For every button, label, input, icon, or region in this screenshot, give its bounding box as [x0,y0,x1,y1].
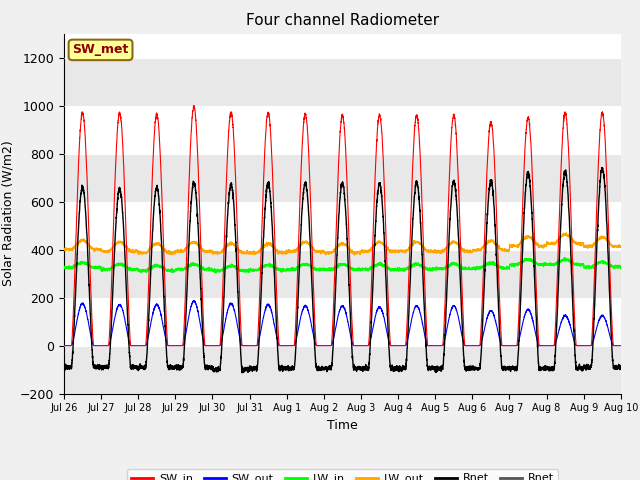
LW_out [60,247,68,253]
SW_in [467,343,475,348]
LW_in [322,266,330,272]
Rnet [467,364,475,370]
LW_in [499,265,507,271]
SW_in [60,343,68,348]
Rnet [60,365,68,371]
SW_in [616,343,624,348]
Text: SW_met: SW_met [72,43,129,56]
LW_out [616,244,624,250]
LW_in [138,270,145,276]
Line: Rnet: Rnet [64,168,621,373]
Bar [64,346,621,394]
SW_in [436,343,444,348]
LW_out [617,244,625,250]
LW_out [467,249,475,255]
Rnet [239,370,246,376]
Line: LW_out: LW_out [64,233,621,255]
LW_out [351,252,358,258]
LW_out [436,248,444,254]
SW_out [436,343,444,348]
Bar [64,250,621,298]
LW_out [563,230,570,236]
SW_out [322,343,330,348]
SW_out [617,343,625,348]
LW_in [616,263,624,269]
Rnet [617,366,625,372]
SW_in [499,343,507,348]
SW_out [60,343,68,348]
SW_out [160,328,168,334]
LW_out [499,247,507,253]
Line: LW_in: LW_in [64,258,621,273]
Rnet [160,299,168,304]
Line: SW_in: SW_in [64,106,621,346]
LW_in [467,266,475,272]
SW_out [467,343,475,348]
SW_out [190,298,198,303]
Rnet [322,365,330,371]
Y-axis label: Solar Radiation (W/m2): Solar Radiation (W/m2) [1,141,14,287]
Legend: SW_in, SW_out, LW_in, LW_out, Rnet, Rnet: SW_in, SW_out, LW_in, LW_out, Rnet, Rnet [127,469,558,480]
Bar [64,58,621,106]
LW_in [617,264,625,269]
Title: Four channel Radiometer: Four channel Radiometer [246,13,439,28]
SW_in [322,343,330,348]
SW_out [499,343,507,348]
LW_out [322,250,330,255]
LW_in [60,264,68,270]
Bar [64,154,621,202]
Line: SW_out: SW_out [64,300,621,346]
LW_in [436,266,444,272]
Rnet [616,362,624,368]
Rnet [598,165,605,170]
LW_in [561,255,568,261]
LW_in [161,267,168,273]
LW_out [160,247,168,252]
SW_in [160,257,168,263]
SW_in [189,103,197,108]
Rnet [499,366,507,372]
X-axis label: Time: Time [327,419,358,432]
Rnet [436,366,444,372]
SW_in [617,343,625,348]
SW_out [616,343,624,348]
